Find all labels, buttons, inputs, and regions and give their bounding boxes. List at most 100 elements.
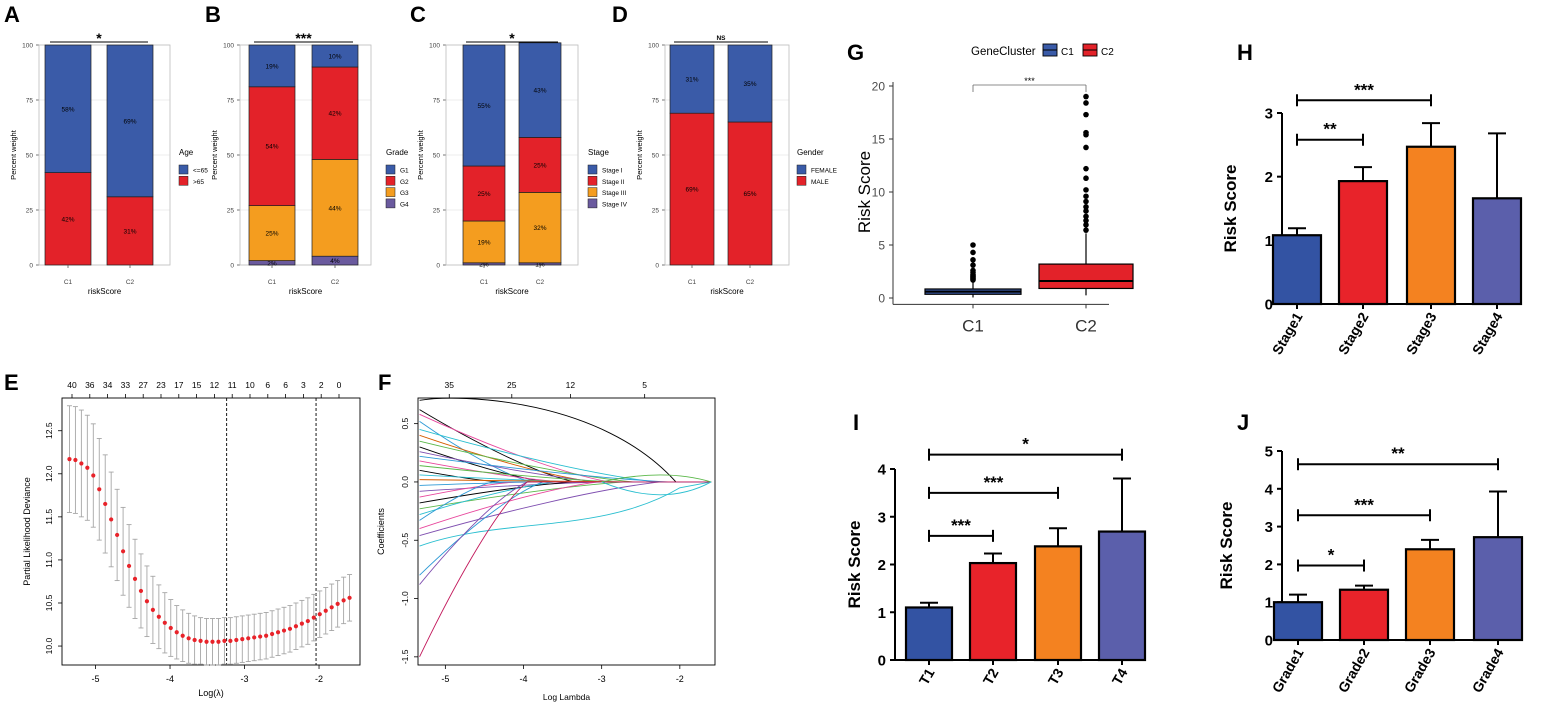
y-tick-label: 75 [227, 98, 235, 105]
segment-percent-label: 25% [533, 162, 546, 169]
top-tick-label: 10 [245, 380, 255, 390]
segment-percent-label: 69% [685, 187, 698, 194]
panel-letter-g: G [847, 40, 864, 65]
top-tick-label: 2 [319, 380, 324, 390]
y-axis-title: Percent weight [635, 129, 644, 180]
cv-point [91, 473, 96, 478]
y-tick-label: 10.5 [44, 594, 54, 611]
segment-percent-label: 55% [477, 103, 490, 110]
legend-entry: Stage IV [602, 201, 628, 208]
cv-point [73, 457, 78, 463]
stacked-bar-segment [248, 205, 296, 261]
x-tick-label: -3 [241, 674, 249, 684]
bar [1272, 601, 1324, 642]
y-tick-label: -0.5 [400, 533, 410, 548]
coefficient-path [419, 481, 712, 658]
coefficient-path [419, 481, 712, 492]
cv-point [192, 637, 197, 643]
coefficient-path [419, 397, 712, 483]
y-tick-label: 2 [1265, 557, 1273, 574]
panel-letter-f: F [378, 370, 391, 395]
box-outlier [1083, 175, 1089, 182]
cv-point [252, 635, 257, 640]
cv-point [174, 630, 179, 635]
y-tick-label: 0 [230, 263, 234, 270]
y-tick-label: 5 [878, 239, 885, 253]
comparison-significance: ** [1323, 120, 1337, 139]
stacked-bar-segment [311, 159, 359, 257]
y-tick-label: 5 [1265, 444, 1273, 461]
x-tick-label: Stage4 [1469, 309, 1506, 357]
y-tick-label: 25 [433, 208, 441, 215]
significance-label: NS [716, 35, 726, 42]
top-tick-label: 34 [103, 380, 113, 390]
segment-percent-label: 69% [123, 118, 136, 125]
legend-swatch [385, 187, 396, 197]
top-tick-label: 11 [228, 380, 237, 390]
box-outlier [970, 242, 976, 248]
y-axis-title: Risk Score [855, 151, 874, 233]
top-tick-label: 35 [445, 380, 455, 390]
panel-letter-e: E [4, 370, 19, 395]
box-body [1038, 263, 1134, 290]
panel-letter-i: I [853, 410, 859, 435]
box-outlier [1083, 111, 1089, 118]
y-tick-label: 100 [223, 43, 234, 50]
top-tick-label: 6 [265, 380, 270, 390]
bar [1271, 234, 1323, 306]
coefficient-path [419, 413, 712, 483]
segment-percent-label: 42% [328, 111, 341, 118]
x-tick-label: C1 [688, 279, 697, 286]
legend-title: Stage [588, 148, 609, 157]
top-tick-label: 12 [566, 380, 576, 390]
legend-entry: MALE [811, 179, 829, 186]
x-tick-label: C1 [480, 279, 489, 286]
y-tick-label: 25 [652, 208, 660, 215]
segment-percent-label: 10% [328, 54, 341, 61]
y-tick-label: 10.0 [44, 638, 54, 655]
y-tick-label: 2 [878, 557, 886, 574]
chart-panel-c: 0 25 50 75 100 2% 19% 25% 55% C1 1% 32% 25% 43% C2 * ris… [416, 30, 628, 296]
comparison-significance: * [1328, 546, 1335, 565]
stacked-bar-segment [44, 44, 92, 173]
y-axis-title: Risk Score [1217, 502, 1236, 590]
stacked-bar-segment [518, 137, 562, 193]
cv-point [132, 576, 138, 581]
coefficient-path [419, 481, 712, 585]
cv-point [317, 612, 322, 617]
x-tick-label: -5 [92, 674, 100, 684]
y-tick-label: 50 [227, 153, 235, 160]
legend-entry: G3 [400, 190, 409, 197]
legend-swatch [385, 176, 396, 186]
x-axis-title: Log(λ) [198, 688, 224, 698]
comparison-significance: *** [1354, 495, 1374, 514]
y-tick-label: 1 [1265, 595, 1273, 612]
y-tick-label: -1.0 [400, 591, 410, 606]
legend-entry: C2 [1101, 47, 1114, 58]
cv-point [287, 626, 293, 631]
y-tick-label: 25 [227, 208, 235, 215]
box-outlier [970, 262, 976, 268]
y-tick-label: 11.0 [44, 552, 54, 568]
coefficient-path [419, 409, 712, 483]
segment-percent-label: 19% [477, 239, 490, 246]
x-tick-label: Stage2 [1335, 309, 1372, 357]
box-outlier [1083, 198, 1089, 205]
legend-title: GeneCluster [971, 46, 1036, 58]
coefficient-path [419, 481, 712, 504]
significance-label: *** [1024, 76, 1035, 86]
cv-point [109, 517, 114, 522]
segment-percent-label: 25% [265, 231, 278, 238]
cv-point [269, 631, 275, 637]
y-tick-label: 0 [436, 263, 440, 270]
stacked-bar-segment [462, 165, 506, 222]
stacked-bar-segment [248, 86, 296, 206]
panel-letter-c: C [410, 2, 426, 27]
box-outlier [1083, 193, 1089, 200]
cv-point [323, 608, 328, 613]
panel-letter-j: J [1237, 410, 1249, 435]
top-tick-label: 36 [85, 380, 95, 390]
y-tick-label: 11.5 [44, 509, 54, 525]
